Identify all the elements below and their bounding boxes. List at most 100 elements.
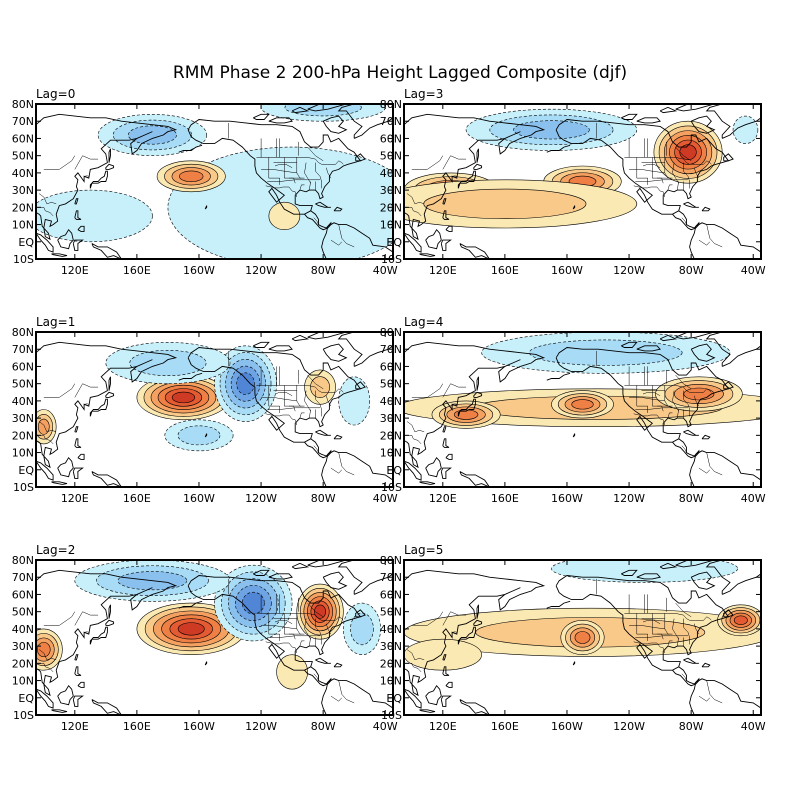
political-border <box>267 407 320 410</box>
political-border <box>635 179 688 182</box>
lon-label: 160E <box>491 264 519 277</box>
coastline-sumatra <box>404 460 422 481</box>
political-border <box>299 412 305 419</box>
political-border <box>411 383 444 398</box>
lat-label: 80N <box>12 326 34 339</box>
coastline-cuba <box>683 429 699 436</box>
coastline-baffin <box>690 571 716 590</box>
lat-label: 10S <box>381 709 402 722</box>
lon-label: 120W <box>245 720 277 733</box>
lat-label: 60N <box>380 360 402 373</box>
political-border <box>683 162 690 189</box>
coastline-iceland <box>780 128 792 132</box>
lat-label: 10S <box>13 709 34 722</box>
political-border <box>706 680 723 704</box>
lat-label: 30N <box>380 184 402 197</box>
political-border <box>330 467 342 474</box>
lon-label: 120W <box>613 492 645 505</box>
coastline-sulawesi <box>440 695 452 707</box>
political-border <box>313 217 319 225</box>
coastline-sumatra <box>36 232 54 253</box>
coastline-hokkaido <box>105 163 115 170</box>
coastlines <box>404 332 761 487</box>
coastline-asia <box>404 569 546 697</box>
political-border <box>675 602 692 618</box>
contour-level <box>404 638 482 671</box>
negative-anomaly <box>214 564 293 642</box>
political-border <box>43 435 54 445</box>
coastline-baffin <box>322 343 348 362</box>
coastline-hispaniola <box>701 434 711 440</box>
coastline-aleutians <box>546 372 571 381</box>
political-border <box>46 657 57 661</box>
contour-level <box>350 612 374 646</box>
political-border <box>642 620 661 624</box>
lat-label: 30N <box>12 184 34 197</box>
political-border <box>411 663 422 673</box>
political-border <box>694 395 700 407</box>
coastline-taiwan <box>74 198 79 205</box>
lat-label: 30N <box>12 640 34 653</box>
lon-label: 160W <box>551 720 583 733</box>
political-border <box>629 397 665 402</box>
coastline-hokkaido <box>473 391 483 398</box>
coastline-camerica <box>672 666 700 687</box>
political-border <box>406 421 416 433</box>
lat-label: 20N <box>12 201 34 214</box>
coastline-newfound <box>355 381 366 390</box>
political-border <box>330 695 342 702</box>
map-frame <box>403 559 762 716</box>
coastline-mindanao <box>77 681 85 688</box>
coastline-taiwan <box>442 426 447 433</box>
coastline-vicisl <box>636 573 661 580</box>
coastline-aleutians <box>178 600 203 609</box>
lon-label: 160E <box>491 720 519 733</box>
coastline-japan <box>89 626 108 645</box>
coastline-banks <box>621 113 638 120</box>
political-border <box>38 649 48 661</box>
positive-anomaly <box>268 201 301 231</box>
political-border <box>698 467 710 474</box>
coastline-hawaii <box>572 661 576 666</box>
coastline-japan <box>457 170 476 189</box>
positive-anomaly <box>136 374 231 421</box>
lon-label: 40W <box>373 264 398 277</box>
political-border <box>642 392 661 396</box>
political-border <box>338 452 355 476</box>
coastline-baffin <box>690 115 716 134</box>
political-border <box>414 429 425 433</box>
coastline-kamchIsl <box>136 359 153 367</box>
lon-label: 80W <box>311 264 336 277</box>
coastline-samw <box>689 226 697 259</box>
map-frame <box>403 331 762 488</box>
positive-anomaly <box>431 400 501 429</box>
lat-label: 40N <box>380 623 402 636</box>
political-border <box>694 167 700 179</box>
map-area <box>404 104 792 259</box>
lon-label: 120W <box>613 264 645 277</box>
map-frame <box>35 103 394 260</box>
coastline-hawaii <box>204 661 208 666</box>
coastline-asia <box>404 113 546 241</box>
coastline-newguinea <box>459 471 490 487</box>
lat-label: EQ <box>386 464 402 477</box>
lat-label: 10S <box>381 481 402 494</box>
coastline-camerica <box>672 210 700 231</box>
contour-level <box>732 115 759 144</box>
lat-label: 70N <box>380 115 402 128</box>
coastline-banks <box>621 569 638 576</box>
political-border <box>308 637 311 647</box>
political-border <box>676 409 679 419</box>
coastline-luzon <box>442 666 450 676</box>
lat-label: 40N <box>12 623 34 636</box>
coastline-banks <box>253 341 270 348</box>
lat-label: 60N <box>12 588 34 601</box>
political-border <box>313 445 319 453</box>
political-border <box>313 673 319 681</box>
lat-label: 10S <box>13 253 34 266</box>
political-border <box>683 618 690 645</box>
negative-anomaly <box>481 332 731 374</box>
lon-label: 160W <box>183 264 215 277</box>
